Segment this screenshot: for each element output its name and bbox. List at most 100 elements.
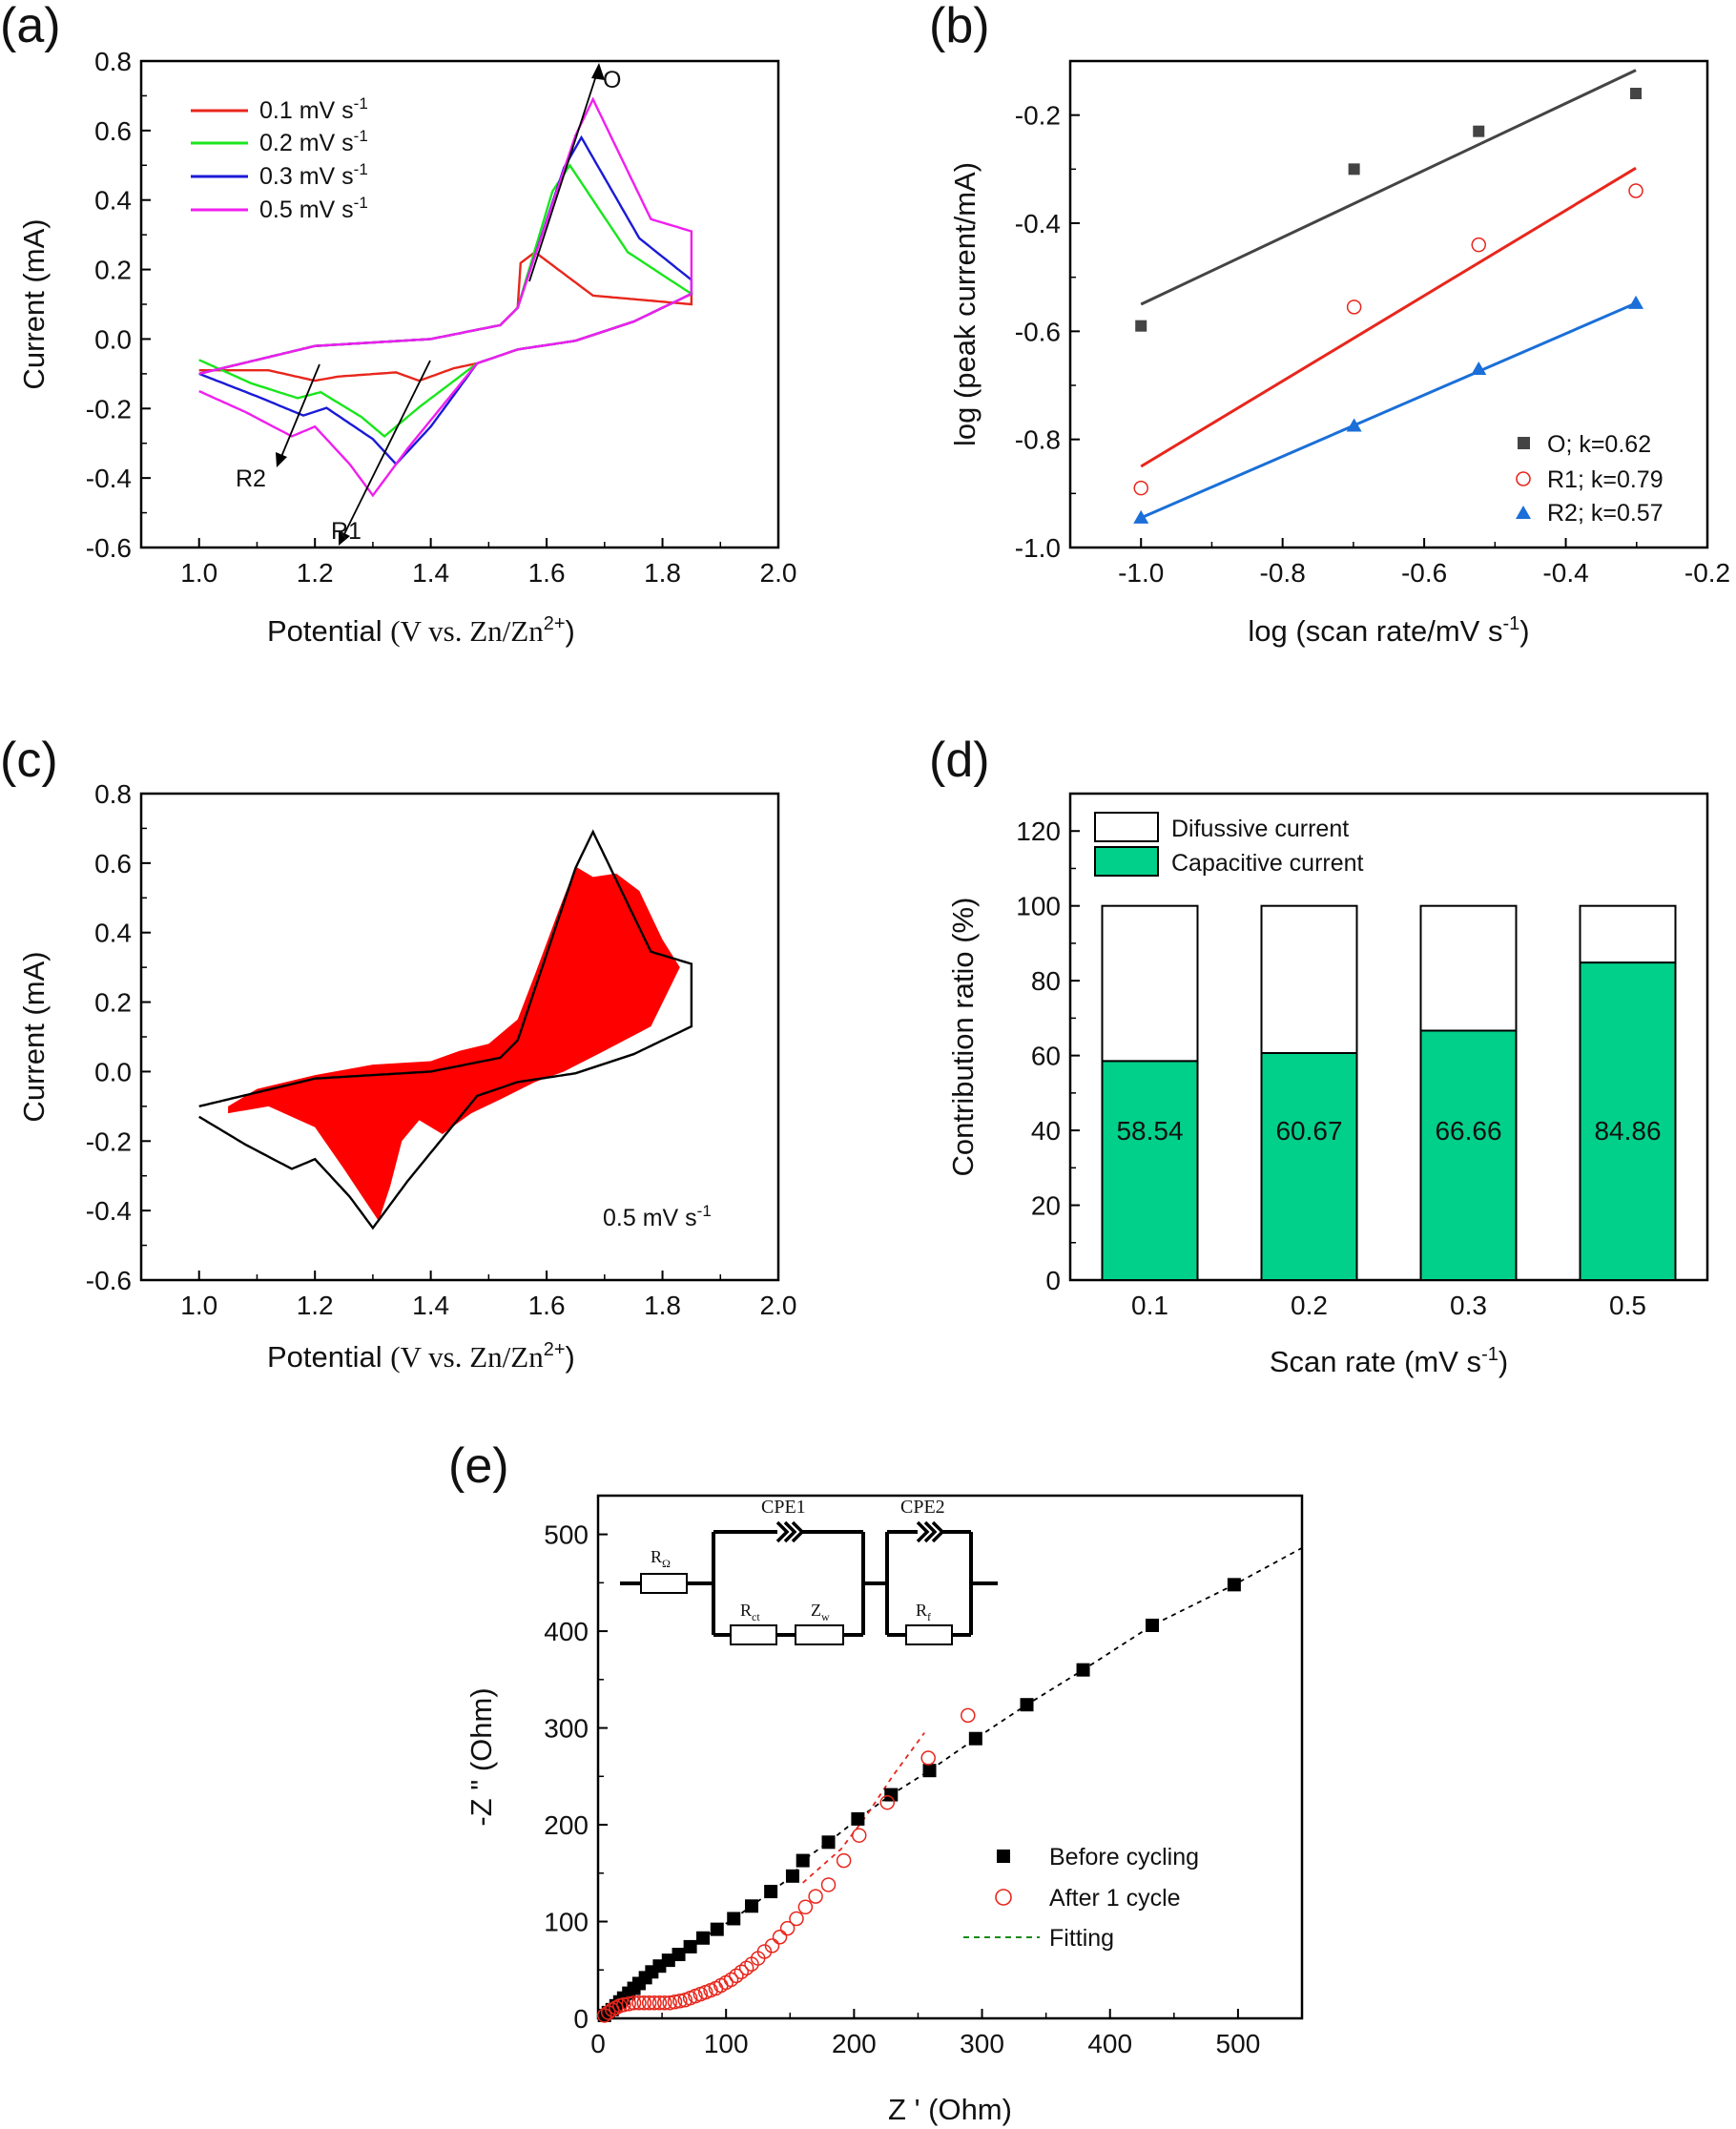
- data-point-after: [621, 1996, 636, 2012]
- bar-data-label: 58.54: [1116, 1116, 1183, 1146]
- y-axis-title-e: -Z " (Ohm): [465, 1687, 498, 1826]
- data-point-after: [789, 1911, 804, 1927]
- legend-label-fitting: Fitting: [1049, 1925, 1114, 1952]
- legend-label-0-5: 0.5 mV s-1: [259, 194, 368, 223]
- arrow-r1: [340, 360, 431, 543]
- x-tick-label-c: 1.8: [644, 1291, 681, 1320]
- bar-diffusive: [1579, 904, 1677, 964]
- label-rct: Rct: [740, 1601, 760, 1623]
- data-point: [1133, 480, 1148, 496]
- warburg-element: [795, 1624, 844, 1645]
- y-axis-title-a: Current (mA): [17, 218, 51, 389]
- scatter-marks-e: [596, 1547, 1303, 2023]
- legend-b: O; k=0.62 R1; k=0.79 R2; k=0.57: [1516, 431, 1664, 527]
- panel-label-a: (a): [0, 0, 61, 53]
- legend-label-o: O; k=0.62: [1547, 431, 1651, 458]
- data-point-after: [851, 1828, 867, 1843]
- data-point-before: [1020, 1698, 1034, 1712]
- x-tick-label-e: 100: [704, 2029, 749, 2058]
- fit-curve-before: [604, 1547, 1303, 2016]
- cpe1-element: [775, 1520, 805, 1543]
- y-tick-label-c: -0.6: [86, 1266, 132, 1295]
- data-point: [1133, 509, 1149, 524]
- y-tick-label-d: 60: [1031, 1042, 1061, 1071]
- legend-label-before: Before cycling: [1049, 1844, 1199, 1871]
- data-point-after: [961, 1707, 976, 1724]
- y-tick-label-e: 0: [573, 2004, 589, 2034]
- data-point-before: [764, 1885, 778, 1899]
- x-tick-label-d: 0.3: [1450, 1291, 1487, 1320]
- bar-data-label: 66.66: [1435, 1116, 1501, 1146]
- resistor-r-ohm: [640, 1573, 688, 1594]
- plot-frame-d: [1068, 792, 1709, 1282]
- data-point-before: [851, 1811, 865, 1826]
- bars-d: 58.54 60.67 66.66 84.86: [1101, 904, 1677, 1282]
- y-tick-label-a: 0.6: [94, 116, 132, 146]
- data-point: [1628, 295, 1644, 309]
- data-point-after: [836, 1852, 852, 1869]
- data-point-before: [884, 1788, 899, 1802]
- cv-curve-1: [198, 250, 693, 382]
- x-tick-label-a: 1.8: [644, 558, 681, 588]
- bar-capacitive: [1419, 1029, 1518, 1281]
- data-point: [1471, 237, 1487, 253]
- data-point-before: [710, 1922, 724, 1936]
- y-tick-label-d: 120: [1016, 816, 1061, 846]
- annotation-r2: R2: [236, 465, 266, 492]
- y-tick-label-a: 0.8: [94, 47, 132, 76]
- legend-label-0-1: 0.1 mV s-1: [259, 94, 368, 124]
- y-tick-label-d: 100: [1016, 892, 1061, 921]
- bar-capacitive: [1579, 961, 1677, 1281]
- data-point-after: [641, 1995, 657, 2011]
- x-tick-label-c: 2.0: [760, 1291, 797, 1320]
- data-point-before: [672, 1948, 686, 1962]
- y-tick-label-b: -1.0: [1015, 533, 1061, 563]
- data-point-before: [727, 1912, 741, 1926]
- x-tick-label-a: 2.0: [760, 558, 797, 588]
- y-tick-label-d: 40: [1031, 1116, 1061, 1146]
- panel-c: (c) 1.0 1.2 1.4 1.6 1.8 2.0 -0.6 -0.4 -0.2 0.0 0.2…: [0, 733, 796, 1374]
- data-point-after: [596, 2008, 612, 2023]
- y-tick-label-a: -0.6: [86, 533, 132, 563]
- data-point-after: [779, 1920, 796, 1936]
- bar-capacitive: [1260, 1051, 1358, 1282]
- bar-diffusive: [1419, 904, 1518, 1032]
- x-tick-label-c: 1.0: [180, 1291, 217, 1320]
- data-point-after: [756, 1944, 773, 1959]
- x-tick-label-e: 400: [1087, 2029, 1132, 2058]
- y-tick-label-c: -0.4: [86, 1196, 132, 1226]
- data-point-after: [662, 1995, 677, 2011]
- cv-curves-c: [198, 829, 693, 1230]
- y-tick-label-e: 500: [544, 1520, 589, 1550]
- data-point-after: [772, 1930, 788, 1945]
- y-tick-label-c: 0.0: [94, 1057, 132, 1086]
- data-point-after: [631, 1995, 647, 2011]
- legend-label-capacitive: Capacitive current: [1171, 850, 1364, 877]
- data-point-before: [1076, 1663, 1090, 1677]
- data-point-after: [920, 1750, 936, 1766]
- x-tick-label-c: 1.4: [412, 1291, 449, 1320]
- data-point-after: [616, 1997, 631, 2013]
- x-tick-label-a: 1.0: [180, 558, 217, 588]
- panel-b: (b) -1.0 -0.8 -0.6 -0.4 -0.2 -1.0 -0.8 -0.6 -0.4…: [929, 0, 1730, 648]
- axis-ticks-b: -1.0 -0.8 -0.6 -0.4 -0.2 -1.0 -0.8 -0.6 -0.4 -0.2: [1015, 101, 1730, 588]
- x-tick-label-a: 1.6: [528, 558, 566, 588]
- axis-ticks-e: 0 100 200 300 400 500 0 100 200 300 400 500: [544, 1520, 1260, 2058]
- data-point: [1346, 418, 1362, 432]
- y-tick-label-b: -0.4: [1015, 209, 1061, 238]
- annotation-o: O: [603, 67, 621, 93]
- legend-marker-o: [1518, 437, 1530, 449]
- legend-marker-r1: [1516, 471, 1531, 486]
- y-tick-label-d: 0: [1045, 1266, 1061, 1295]
- x-tick-label-b: -0.6: [1401, 558, 1447, 588]
- cv-curves-a: [198, 96, 694, 498]
- y-tick-label-a: -0.4: [86, 464, 132, 493]
- y-tick-label-c: 0.6: [94, 849, 132, 878]
- panel-a: (a) 1.0 1.2 1.4 1.6 1.8 2.0 -0.6 -0.4 -0.2 0.0 0.2…: [0, 0, 796, 648]
- legend-marker-before: [997, 1850, 1010, 1863]
- x-tick-label-e: 200: [832, 2029, 877, 2058]
- label-zw: Zw: [811, 1601, 830, 1623]
- legend-marker-after: [995, 1889, 1012, 1906]
- data-point-after: [657, 1995, 672, 2011]
- data-point: [1471, 362, 1487, 375]
